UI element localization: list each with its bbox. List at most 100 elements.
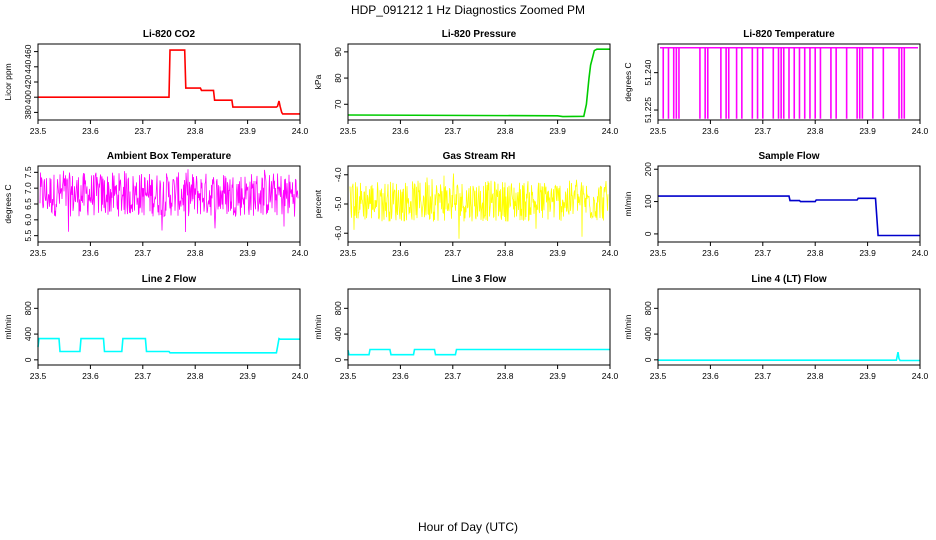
y-tick-label: -5.0 (333, 196, 343, 211)
x-tick-label: 23.8 (807, 248, 824, 258)
x-tick-label: 24.0 (602, 126, 619, 136)
y-tick-label: 400 (23, 327, 33, 341)
panel-5: Gas Stream RH 23.5 23.6 23.7 23.8 23.9 24.0 -6.… (313, 151, 619, 258)
y-tick-label: 420 (23, 75, 33, 89)
x-tick-label: 23.6 (82, 371, 99, 381)
panel-title: Line 2 Flow (142, 274, 197, 285)
x-tick-label: 23.7 (445, 371, 462, 381)
y-tick-label: 800 (643, 301, 653, 315)
y-tick-label: -6.0 (333, 226, 343, 241)
x-tick-label: 23.8 (807, 126, 824, 136)
y-axis-label: degrees C (3, 184, 13, 223)
y-tick-label: 400 (23, 90, 33, 104)
x-tick-label: 23.9 (239, 126, 256, 136)
panel-3: Li-820 Temperature 23.5 23.6 23.7 23.8 23.9 24… (623, 29, 929, 136)
plot-frame (347, 288, 611, 366)
x-tick-label: 23.6 (392, 126, 409, 136)
x-tick-label: 23.7 (445, 248, 462, 258)
x-tick-label: 23.8 (187, 248, 204, 258)
x-tick-label: 23.6 (392, 371, 409, 381)
x-tick-label: 24.0 (602, 248, 619, 258)
panel-title: Li-820 Pressure (442, 29, 517, 40)
y-tick-label: 6.5 (23, 198, 33, 210)
y-tick-label: 5.5 (23, 229, 33, 241)
series-line (347, 48, 610, 118)
y-axis-label: ml/min (313, 314, 323, 339)
x-tick-label: 23.9 (549, 371, 566, 381)
x-tick-label: 23.5 (650, 126, 667, 136)
x-tick-label: 23.5 (650, 371, 667, 381)
y-tick-label: 800 (333, 301, 343, 315)
plot-frame (657, 43, 921, 121)
x-tick-label: 24.0 (602, 371, 619, 381)
y-tick-label: 400 (643, 327, 653, 341)
x-tick-label: 23.6 (702, 126, 719, 136)
panel-title: Sample Flow (758, 151, 819, 162)
y-axis-label: ml/min (623, 191, 633, 216)
panel-title: Gas Stream RH (443, 151, 516, 162)
x-tick-label: 23.6 (82, 248, 99, 258)
x-tick-label: 23.9 (239, 248, 256, 258)
x-tick-label: 23.6 (392, 248, 409, 258)
y-tick-label: 460 (23, 44, 33, 58)
y-tick-label: 51.240 (643, 59, 653, 85)
x-tick-label: 23.5 (30, 371, 47, 381)
panel-2: Li-820 Pressure 23.5 23.6 23.7 23.8 23.9 24.0 7… (313, 29, 619, 136)
x-tick-label: 23.5 (650, 248, 667, 258)
x-tick-label: 23.9 (549, 248, 566, 258)
plot-frame (657, 165, 921, 243)
x-tick-label: 23.6 (702, 371, 719, 381)
panel-title: Line 3 Flow (452, 274, 507, 285)
series-line (38, 49, 300, 115)
x-tick-label: 23.6 (82, 126, 99, 136)
y-tick-label: 70 (333, 99, 343, 109)
x-tick-label: 24.0 (292, 126, 309, 136)
y-tick-label: 100 (643, 194, 653, 208)
y-tick-label: 7.5 (23, 166, 33, 178)
series-noise (39, 169, 299, 233)
y-tick-label: 440 (23, 59, 33, 73)
y-axis-label: Licor ppm (3, 63, 13, 100)
figure-x-axis-label: Hour of Day (UTC) (418, 520, 518, 534)
x-tick-label: 23.9 (859, 248, 876, 258)
x-tick-label: 24.0 (912, 248, 929, 258)
series-line (658, 351, 920, 362)
x-tick-label: 24.0 (912, 371, 929, 381)
y-tick-label: -4.0 (333, 167, 343, 182)
y-tick-label: 0 (333, 357, 343, 362)
y-axis-label: ml/min (623, 314, 633, 339)
y-tick-label: 0 (643, 231, 653, 236)
plot-frame (657, 288, 921, 366)
y-tick-label: 400 (333, 327, 343, 341)
x-tick-label: 23.9 (859, 371, 876, 381)
panel-7: Line 2 Flow 23.5 23.6 23.7 23.8 23.9 24.0 0 400 8… (3, 274, 309, 381)
x-tick-label: 23.8 (187, 126, 204, 136)
x-tick-label: 23.8 (497, 126, 514, 136)
x-tick-label: 23.9 (239, 371, 256, 381)
panel-title: Li-820 Temperature (743, 29, 835, 40)
y-tick-label: 0 (643, 357, 653, 362)
x-tick-label: 23.7 (135, 371, 152, 381)
x-tick-label: 23.9 (549, 126, 566, 136)
x-tick-label: 23.8 (497, 248, 514, 258)
x-tick-label: 23.8 (187, 371, 204, 381)
panel-8: Line 3 Flow 23.5 23.6 23.7 23.8 23.9 24.0 0 400 8… (313, 274, 619, 381)
y-tick-label: 7.0 (23, 182, 33, 194)
y-tick-label: 80 (333, 73, 343, 83)
y-axis-label: kPa (313, 74, 323, 89)
x-tick-label: 24.0 (292, 371, 309, 381)
x-tick-label: 23.7 (135, 126, 152, 136)
plot-frame (347, 43, 611, 121)
panel-1: Li-820 CO2 23.5 23.6 23.7 23.8 23.9 24.0 380400… (3, 29, 309, 136)
y-tick-label: 0 (23, 357, 33, 362)
y-axis-label: percent (313, 189, 323, 218)
x-tick-label: 23.7 (755, 371, 772, 381)
y-tick-label: 90 (333, 47, 343, 57)
y-axis-label: ml/min (3, 314, 13, 339)
panel-4: Ambient Box Temperature 23.5 23.6 23.7 23.8 2… (3, 151, 309, 258)
panel-9: Line 4 (LT) Flow 23.5 23.6 23.7 23.8 23.9 24.0… (623, 274, 929, 381)
y-tick-label: 200 (643, 162, 653, 176)
panel-title: Line 4 (LT) Flow (751, 274, 827, 285)
panel-6: Sample Flow 23.5 23.6 23.7 23.8 23.9 24.0 0 100 2… (623, 151, 929, 258)
